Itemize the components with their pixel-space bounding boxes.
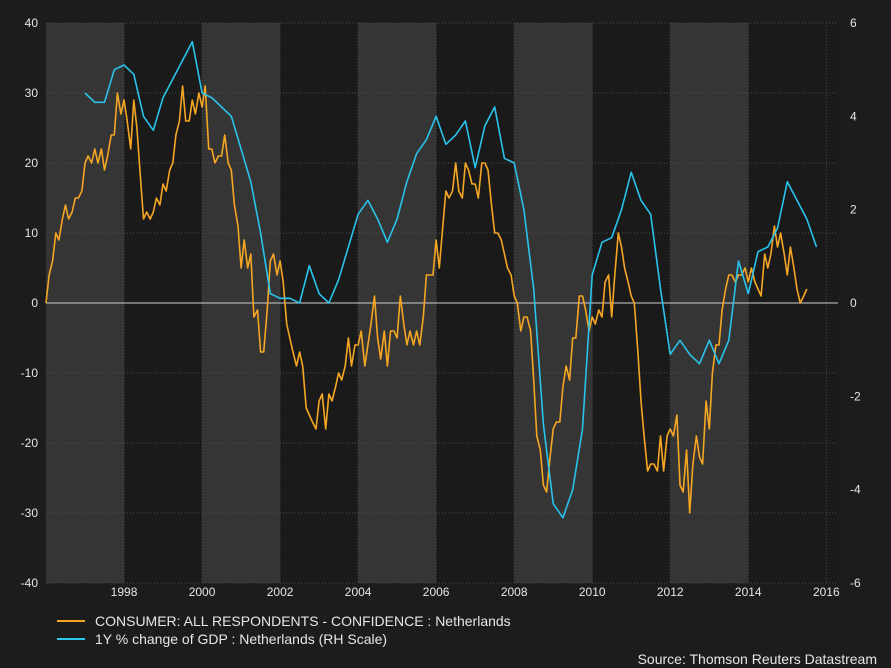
x-tick-label-2016: 2016 [813,585,840,599]
source-note: Source: Thomson Reuters Datastream [637,651,877,667]
x-tick-label-2012: 2012 [657,585,684,599]
legend: CONSUMER: ALL RESPONDENTS - CONFIDENCE :… [57,612,511,648]
right-tick-label-6: 6 [850,16,857,30]
left-tick-label-6: 20 [25,156,39,170]
legend-label-gdp: 1Y % change of GDP : Netherlands (RH Sca… [95,631,388,647]
x-tick-label-2008: 2008 [501,585,528,599]
legend-swatch-consumer-confidence [57,620,85,622]
x-axis-ticks: 1998 2000 2002 2004 2006 2008 2010 2012 2014 2016 [111,585,840,599]
legend-swatch-gdp [57,638,85,640]
right-tick-label-2: -2 [850,389,861,403]
right-tick-label-1: -4 [850,483,861,497]
x-tick-label-2002: 2002 [267,585,294,599]
x-tick-label-2000: 2000 [189,585,216,599]
right-tick-label-4: 2 [850,203,857,217]
series-lines [45,40,818,519]
right-axis-ticks: -6 -4 -2 0 2 4 6 [850,16,861,590]
right-tick-label-0: -6 [850,576,861,590]
left-axis-ticks: -40 -30 -20 -10 0 10 20 30 40 [21,16,39,590]
series-line-gdp [84,40,818,519]
left-tick-label-0: -40 [21,576,39,590]
x-tick-label-2004: 2004 [345,585,372,599]
right-tick-label-3: 0 [850,296,857,310]
x-tick-label-2014: 2014 [735,585,762,599]
x-tick-label-2010: 2010 [579,585,606,599]
right-tick-label-5: 4 [850,109,857,123]
series-line-consumer-confidence [45,85,808,514]
x-tick-label-2006: 2006 [423,585,450,599]
legend-item-consumer-confidence: CONSUMER: ALL RESPONDENTS - CONFIDENCE :… [57,612,511,630]
x-tick-label-1998: 1998 [111,585,138,599]
left-tick-label-7: 30 [25,86,39,100]
legend-item-gdp: 1Y % change of GDP : Netherlands (RH Sca… [57,630,511,648]
left-tick-label-3: -10 [21,366,39,380]
left-tick-label-4: 0 [31,296,38,310]
left-tick-label-2: -20 [21,436,39,450]
legend-label-consumer-confidence: CONSUMER: ALL RESPONDENTS - CONFIDENCE :… [95,613,511,629]
left-tick-label-5: 10 [25,226,39,240]
left-tick-label-1: -30 [21,506,39,520]
left-tick-label-8: 40 [25,16,39,30]
